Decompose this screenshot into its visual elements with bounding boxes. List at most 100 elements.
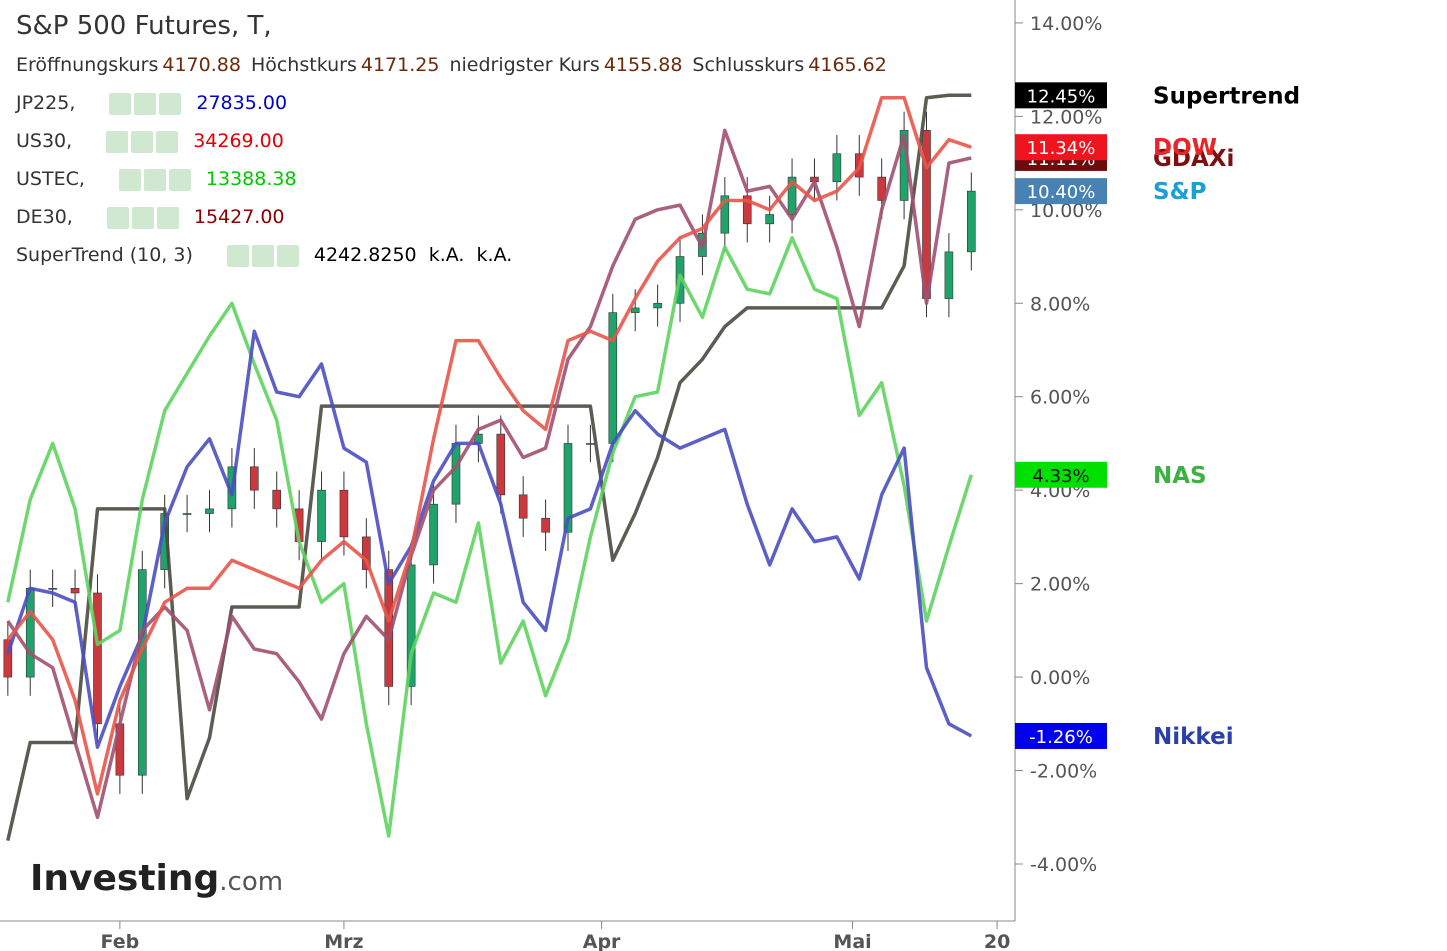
candle-body — [250, 466, 259, 491]
legend-symbol: SuperTrend (10, 3) — [16, 244, 193, 266]
candle-body — [339, 489, 349, 538]
candle-body — [48, 587, 57, 590]
legend-row: DE30, 15427.00 — [16, 198, 897, 236]
legend-icon[interactable] — [134, 92, 157, 115]
legend-icon[interactable] — [109, 92, 132, 115]
legend-icon[interactable] — [251, 244, 274, 267]
title-row: S&P 500 Futures, T, — [16, 6, 897, 46]
legend-row: USTEC, 13388.38 — [16, 160, 897, 198]
legend-icon[interactable] — [106, 130, 129, 153]
series-name: GDAXi — [1153, 146, 1234, 172]
series-name: NAS — [1153, 463, 1207, 489]
candle-body — [742, 195, 752, 225]
series-name: DOW — [1153, 135, 1217, 161]
watermark-suffix: .com — [219, 867, 283, 897]
candle-body — [630, 307, 640, 313]
legend-value: 15427.00 — [193, 206, 285, 228]
candle-body — [586, 443, 595, 445]
candle-body — [877, 176, 886, 201]
x-tick-label: Mai — [833, 931, 871, 951]
ohlc-label: Eröffnungskurs — [16, 54, 159, 76]
legend-icon[interactable] — [131, 206, 154, 229]
series-line — [6, 329, 973, 749]
candle-body — [787, 176, 797, 215]
end-label: 10.40% — [1027, 182, 1096, 203]
series-name: S&P — [1153, 179, 1206, 205]
candle-body — [272, 489, 282, 510]
ohlc-label: Schlusskurs — [692, 54, 805, 76]
candle-body — [653, 302, 662, 309]
series-line — [6, 93, 972, 841]
series-name: Nikkei — [1153, 724, 1234, 750]
legend-icon[interactable] — [276, 244, 299, 267]
legend-icon[interactable] — [226, 244, 249, 267]
end-label: 4.33% — [1032, 466, 1089, 487]
y-tick-label: 6.00% — [1030, 387, 1090, 409]
candle-body — [70, 587, 80, 594]
legend-row: SuperTrend (10, 3) 4242.8250 k.A. k.A. — [16, 236, 897, 274]
ohlc-value: 4171.25 — [360, 54, 440, 76]
y-tick-label: 14.00% — [1030, 13, 1102, 35]
end-label-box — [1015, 722, 1107, 749]
candle-body — [406, 564, 416, 687]
chart-title: S&P 500 Futures, T, — [16, 11, 272, 41]
legend-symbol: USTEC, — [16, 168, 85, 190]
series-line — [6, 128, 972, 820]
ohlc-label: Höchstkurs — [250, 54, 357, 76]
candle-body — [541, 517, 550, 533]
candle-body — [563, 443, 573, 533]
ohlc-label: niedrigster Kurs — [449, 54, 600, 76]
legend-value: 13388.38 — [205, 168, 297, 190]
x-tick-label: Feb — [101, 931, 140, 951]
candle-body — [182, 513, 192, 515]
candle-body — [93, 592, 102, 725]
candle-body — [518, 494, 528, 519]
watermark-brand: Investing — [30, 858, 219, 899]
y-tick-label: -4.00% — [1030, 854, 1097, 876]
candle-body — [451, 443, 461, 505]
y-tick-label: 0.00% — [1030, 667, 1090, 689]
ohlc-value: 4165.62 — [808, 54, 887, 76]
legend-value: 34269.00 — [193, 130, 284, 152]
legend-value: 27835.00 — [196, 92, 288, 114]
y-tick-label: 12.00% — [1030, 106, 1102, 128]
candle-body — [429, 503, 438, 566]
candle-body — [944, 251, 954, 299]
legend-icon[interactable] — [156, 130, 179, 153]
candle-body — [967, 190, 976, 253]
ohlc-value: 4170.88 — [162, 54, 241, 76]
legend-symbol: US30, — [16, 130, 73, 152]
y-tick-label: 10.00% — [1030, 200, 1102, 222]
legend-icon[interactable] — [159, 92, 182, 115]
candle-body — [765, 214, 774, 225]
header: S&P 500 Futures, T, Eröffnungskurs 4170.88… — [16, 6, 897, 274]
candle-body — [496, 433, 506, 496]
series-name: Supertrend — [1153, 83, 1300, 109]
legend-icon[interactable] — [143, 168, 166, 191]
end-label: 11.34% — [1027, 138, 1096, 159]
legend-icon[interactable] — [156, 206, 179, 229]
candle-body — [720, 195, 730, 234]
ohlc-row: Eröffnungskurs 4170.88 Höchstkurs 4171.25 ni… — [16, 46, 897, 84]
legend-icon[interactable] — [106, 206, 129, 229]
candle-body — [317, 489, 326, 542]
candle-body — [205, 508, 214, 514]
legend-icon[interactable] — [168, 168, 191, 191]
legend-row: US30, 34269.00 — [16, 122, 897, 160]
series-line — [6, 236, 973, 838]
x-tick-label: 20 — [984, 931, 1010, 951]
x-tick-label: Apr — [583, 931, 621, 951]
watermark: Investing.com — [30, 858, 283, 899]
end-label-box — [1015, 461, 1107, 488]
end-label: 12.45% — [1027, 86, 1096, 107]
candle-body — [362, 536, 371, 570]
legend-icon[interactable] — [118, 168, 141, 191]
ohlc-value: 4155.88 — [603, 54, 683, 76]
y-tick-label: -2.00% — [1030, 761, 1097, 783]
legend-icon[interactable] — [131, 130, 154, 153]
legend-value: 4242.8250 k.A. k.A. — [313, 244, 513, 266]
x-tick-label: Mrz — [324, 931, 363, 951]
y-tick-label: 2.00% — [1030, 574, 1090, 596]
